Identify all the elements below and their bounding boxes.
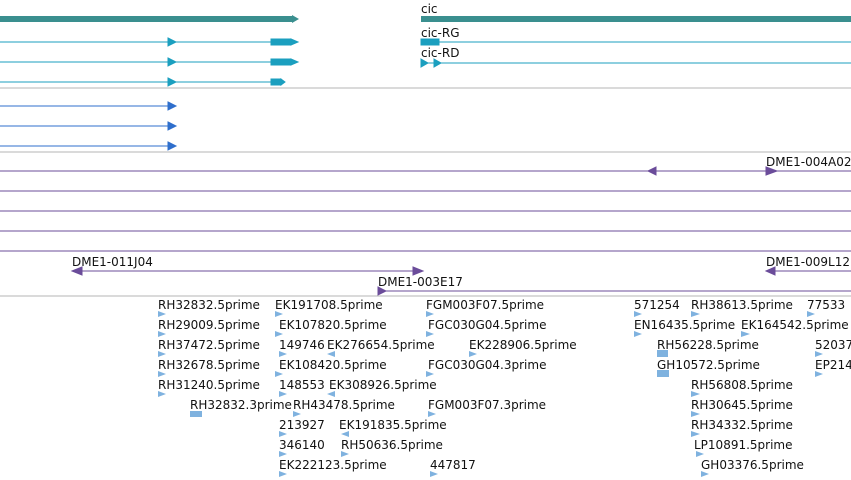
est-label[interactable]: RH30645.5prime <box>691 398 793 412</box>
est-label[interactable]: RH29009.5prime <box>158 318 260 332</box>
clone-label-dme1-004a02[interactable]: DME1-004A02 <box>766 155 851 169</box>
transcript-blue-3[interactable] <box>0 141 178 151</box>
clone-dme1-004a02[interactable] <box>0 166 851 176</box>
est-label[interactable]: RH37472.5prime <box>158 338 260 352</box>
est-markers[interactable] <box>158 311 823 477</box>
est-label[interactable]: EK191708.5prime <box>275 298 383 312</box>
est-label[interactable]: EK107820.5prime <box>279 318 387 332</box>
transcript-left-1[interactable] <box>0 37 300 47</box>
est-label[interactable]: RH50636.5prime <box>341 438 443 452</box>
transcript-left-3[interactable] <box>0 77 286 87</box>
est-label[interactable]: 447817 <box>430 458 476 472</box>
est-label[interactable]: 52037 <box>815 338 851 352</box>
est-label[interactable]: EK191835.5prime <box>339 418 447 432</box>
est-label[interactable]: 149746 <box>279 338 325 352</box>
est-label[interactable]: RH56228.5prime <box>657 338 759 352</box>
clone-dme1-011j04[interactable] <box>70 266 425 276</box>
est-label[interactable]: RH38613.5prime <box>691 298 793 312</box>
est-label[interactable]: 77533 <box>807 298 846 312</box>
est-label[interactable]: EK228906.5prime <box>469 338 577 352</box>
clone-label-dme1-003e17[interactable]: DME1-003E17 <box>378 275 463 289</box>
gene-feature-left[interactable] <box>0 15 299 23</box>
est-label[interactable]: RH32678.5prime <box>158 358 260 372</box>
est-label[interactable]: 346140 <box>279 438 325 452</box>
clone-label-dme1-009l12[interactable]: DME1-009L12 <box>766 255 850 269</box>
est-label[interactable]: EN16435.5prime <box>634 318 736 332</box>
est-label[interactable]: 148553 <box>279 378 325 392</box>
est-label[interactable]: 571254 <box>634 298 680 312</box>
gene-feature-cic[interactable] <box>421 16 851 22</box>
clone-dme1-003e17[interactable] <box>377 286 851 296</box>
gene-label-cic[interactable]: cic <box>421 2 438 16</box>
est-label[interactable]: RH32832.5prime <box>158 298 260 312</box>
transcript-label-cic-rd[interactable]: cic-RD <box>421 46 460 60</box>
est-label[interactable]: EK276654.5prime <box>327 338 435 352</box>
est-label[interactable]: RH43478.5prime <box>293 398 395 412</box>
transcript-label-cic-rg[interactable]: cic-RG <box>421 26 460 40</box>
est-label[interactable]: GH03376.5prime <box>701 458 804 472</box>
est-label[interactable]: RH56808.5prime <box>691 378 793 392</box>
est-label[interactable]: RH31240.5prime <box>158 378 260 392</box>
est-label[interactable]: EK108420.5prime <box>279 358 387 372</box>
est-label[interactable]: FGC030G04.5prime <box>428 318 547 332</box>
transcript-cic-rd[interactable] <box>420 58 851 68</box>
clone-label-dme1-011j04[interactable]: DME1-011J04 <box>72 255 153 269</box>
transcript-blue-2[interactable] <box>0 121 178 131</box>
est-label[interactable]: FGC030G04.3prime <box>428 358 547 372</box>
clone-dme1-009l12[interactable] <box>764 266 851 276</box>
est-label[interactable]: EK222123.5prime <box>279 458 387 472</box>
est-label[interactable]: RH34332.5prime <box>691 418 793 432</box>
transcript-cic-rg[interactable] <box>420 38 851 46</box>
transcript-left-2[interactable] <box>0 57 300 67</box>
est-label[interactable]: FGM003F07.3prime <box>428 398 547 412</box>
est-label[interactable]: GH10572.5prime <box>657 358 760 372</box>
est-label[interactable]: FGM003F07.5prime <box>426 298 545 312</box>
transcript-blue-1[interactable] <box>0 101 178 111</box>
est-label[interactable]: RH32832.3prime <box>190 398 292 412</box>
est-label[interactable]: EP214 <box>815 358 851 372</box>
est-label[interactable]: EK308926.5prime <box>329 378 437 392</box>
est-label[interactable]: EK164542.5prime <box>741 318 849 332</box>
est-label[interactable]: LP10891.5prime <box>694 438 793 452</box>
est-label[interactable]: 213927 <box>279 418 325 432</box>
